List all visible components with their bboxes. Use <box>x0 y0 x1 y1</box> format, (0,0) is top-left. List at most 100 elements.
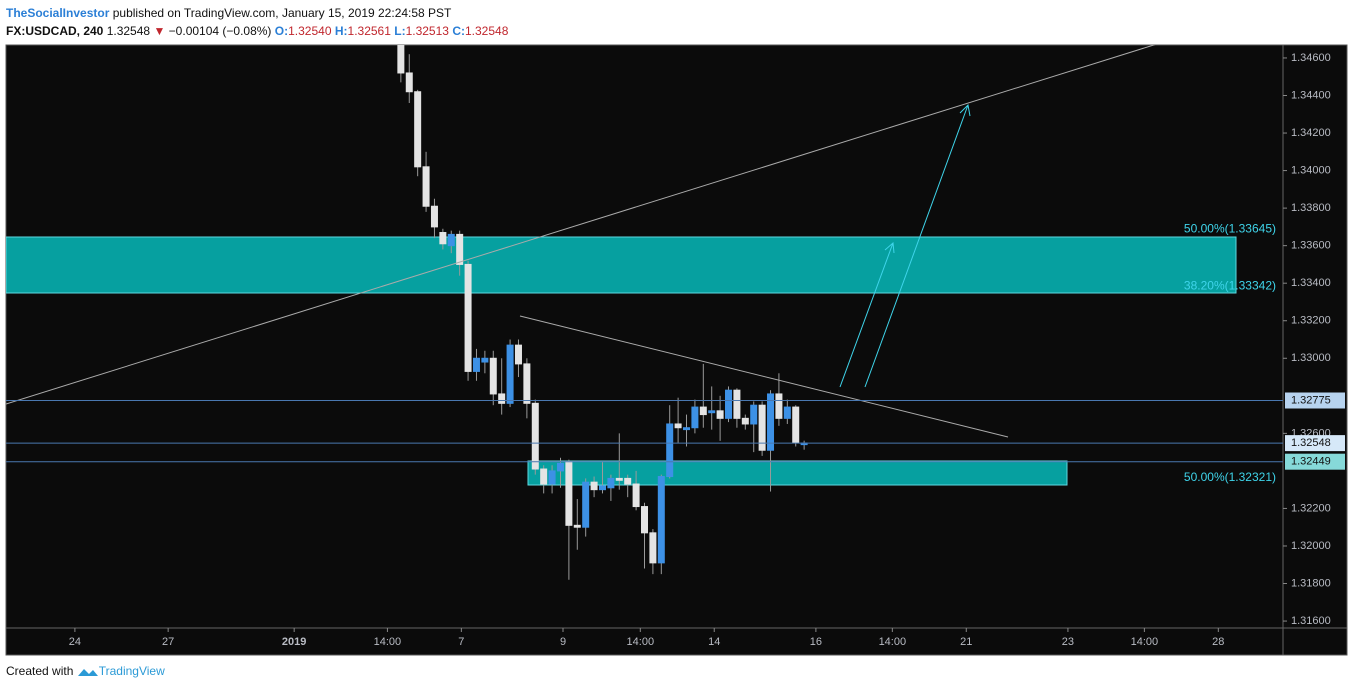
footer: Created with TradingView <box>6 664 165 678</box>
arrow <box>839 241 895 388</box>
candle-body <box>649 532 657 564</box>
candle-body <box>783 406 791 419</box>
x-tick-label: 14 <box>708 636 720 648</box>
y-tick-label: 1.33200 <box>1291 315 1331 327</box>
y-tick-label: 1.32200 <box>1291 502 1331 514</box>
candle-body <box>472 357 480 372</box>
fib-label: 50.00%(1.32321) <box>1184 470 1276 484</box>
chart: 1.316001.318001.320001.322001.326001.330… <box>5 44 1348 656</box>
price-label: 1.32775 <box>1291 394 1331 406</box>
arrow <box>864 103 971 388</box>
published: published on TradingView.com, January 15… <box>112 6 452 20</box>
y-tick-label: 1.34200 <box>1291 127 1331 139</box>
y-tick-label: 1.32000 <box>1291 540 1331 552</box>
ohlc-value: 1.32540 <box>288 24 332 38</box>
price-label: 1.32449 <box>1291 456 1331 468</box>
fib-label: 38.20%(1.33342) <box>1184 278 1276 292</box>
fib-zone <box>527 460 1068 486</box>
logo <box>77 668 98 676</box>
candle-body <box>708 410 716 414</box>
symbol: FX:USDCAD, 240 <box>6 24 104 38</box>
ohlc-key: H: <box>334 24 348 38</box>
y-tick-label: 1.34000 <box>1291 164 1331 176</box>
y-tick-label: 1.33800 <box>1291 202 1331 214</box>
candle-body <box>657 476 665 564</box>
candle-body <box>506 344 514 404</box>
candle-body <box>565 461 573 526</box>
x-tick-label: 21 <box>960 636 972 648</box>
price-label: 1.32548 <box>1291 437 1331 449</box>
candle-body <box>691 406 699 429</box>
candle-body <box>767 393 775 451</box>
x-tick-label: 28 <box>1212 636 1224 648</box>
candle-body <box>489 357 497 395</box>
header-line-1: TheSocialInvestor published on TradingVi… <box>6 4 508 22</box>
price-box <box>1285 435 1345 452</box>
ohlc-value: 1.32561 <box>347 24 391 38</box>
x-tick-label: 14:00 <box>374 636 402 648</box>
arrow: ▼ <box>153 24 166 38</box>
x-tick-label: 16 <box>810 636 822 648</box>
drawings <box>6 45 1156 438</box>
candle-body <box>775 393 783 419</box>
y-tick-label: 1.34400 <box>1291 89 1331 101</box>
price-box <box>1285 453 1345 470</box>
created: Created with <box>6 664 74 678</box>
x-tick-label: 14:00 <box>1131 636 1159 648</box>
y-tick-label: 1.33400 <box>1291 277 1331 289</box>
candle-body <box>624 477 632 485</box>
candle-body <box>439 232 447 245</box>
fib-zone <box>6 236 1237 294</box>
candle-body <box>397 45 405 74</box>
candle-body <box>414 91 422 168</box>
candle-body <box>447 233 455 247</box>
header: TheSocialInvestor published on TradingVi… <box>6 4 508 40</box>
ohlc-value: 1.32513 <box>405 24 449 38</box>
brand[interactable]: TradingView <box>98 664 165 678</box>
ohlc-key: L: <box>394 24 406 38</box>
y-tick-label: 1.31600 <box>1291 615 1331 627</box>
zones <box>6 236 1237 486</box>
x-tick-label: 27 <box>162 636 174 648</box>
trend-line <box>6 45 1156 405</box>
x-tick-label: 7 <box>458 636 464 648</box>
candle-body <box>750 404 758 425</box>
last: 1.32548 <box>106 24 151 38</box>
candle-body <box>548 470 556 485</box>
candle-body <box>456 233 464 265</box>
trend-line <box>519 315 1009 438</box>
header-line-2: FX:USDCAD, 240 1.32548 ▼ −0.00104 (−0.08… <box>6 22 508 40</box>
candle-body <box>725 389 733 419</box>
ohlc-key: O: <box>274 24 289 38</box>
y-tick-label: 1.34600 <box>1291 52 1331 64</box>
candle-body <box>641 506 648 534</box>
x-tick-label: 14:00 <box>879 636 907 648</box>
candle-body <box>792 406 800 444</box>
x-tick-label: 24 <box>69 636 81 648</box>
candle-body <box>607 477 615 489</box>
candle-body <box>514 344 522 365</box>
x-tick-label: 2019 <box>282 636 306 648</box>
candle-body <box>540 468 548 485</box>
price-box <box>1285 392 1345 409</box>
author[interactable]: TheSocialInvestor <box>6 6 110 20</box>
candle-body <box>666 423 674 478</box>
candle-body <box>422 166 430 207</box>
candle-body <box>683 427 691 431</box>
candle-body <box>556 462 564 472</box>
candle-body <box>430 205 438 228</box>
candle-body <box>741 417 749 425</box>
x-tick-label: 9 <box>560 636 566 648</box>
candle-body <box>464 263 472 372</box>
chart-background <box>5 44 1348 656</box>
candle-body <box>523 363 531 404</box>
ohlc-value: 1.32548 <box>464 24 509 38</box>
x-tick-label: 23 <box>1062 636 1074 648</box>
ohlc-key: C: <box>452 24 465 38</box>
candle-body <box>405 72 413 93</box>
y-tick-label: 1.33000 <box>1291 352 1331 364</box>
fib-label: 50.00%(1.33645) <box>1184 221 1276 235</box>
y-tick-label: 1.33600 <box>1291 240 1331 252</box>
candle-body <box>758 404 766 451</box>
